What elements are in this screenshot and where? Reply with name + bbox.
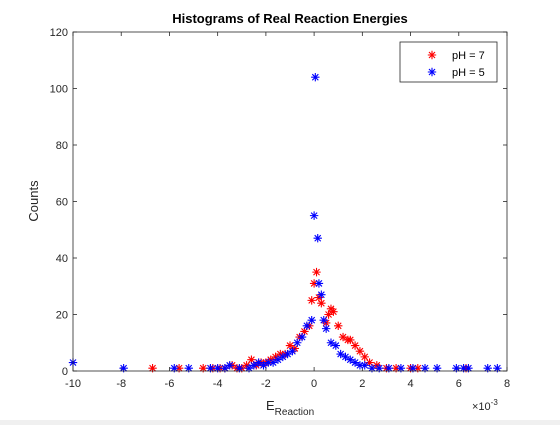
x-tick-label: 6 — [456, 378, 462, 390]
data-point — [226, 361, 234, 369]
legend-marker — [428, 68, 436, 76]
axes-background — [73, 32, 507, 371]
x-tick-label: -6 — [165, 378, 175, 390]
data-point — [317, 291, 325, 299]
data-point — [298, 333, 306, 341]
chart-title: Histograms of Real Reaction Energies — [172, 11, 408, 26]
data-point — [288, 347, 296, 355]
x-axis-label-main: E — [266, 398, 275, 413]
y-tick-label: 120 — [50, 27, 68, 39]
x-axis-exponent-power: -3 — [491, 398, 499, 407]
legend-entry-label: pH = 7 — [452, 50, 485, 62]
y-tick-label: 40 — [56, 253, 68, 265]
data-point — [351, 341, 359, 349]
data-point — [329, 307, 337, 315]
x-axis-exponent-base: ×10 — [472, 401, 491, 413]
y-tick-label: 60 — [56, 197, 68, 209]
y-tick-label: 100 — [50, 84, 68, 96]
data-point — [356, 347, 364, 355]
x-axis-label-subscript: Reaction — [275, 407, 314, 418]
data-point — [334, 322, 342, 330]
x-tick-label: -8 — [116, 378, 126, 390]
x-tick-label: 4 — [407, 378, 413, 390]
x-tick-label: 2 — [359, 378, 365, 390]
x-tick-label: 8 — [504, 378, 510, 390]
x-tick-label: 0 — [311, 378, 317, 390]
data-point — [361, 361, 369, 369]
data-point — [303, 322, 311, 330]
chart-legend: pH = 7 pH = 5 — [400, 42, 497, 82]
data-point — [314, 234, 322, 242]
x-tick-label: -10 — [65, 378, 81, 390]
y-tick-label: 20 — [56, 310, 68, 322]
data-point — [312, 268, 320, 276]
legend-entry-label: pH = 5 — [452, 67, 485, 79]
legend-marker — [428, 51, 436, 59]
data-point — [320, 316, 328, 324]
data-point — [332, 341, 340, 349]
data-point — [311, 73, 319, 81]
data-point — [317, 299, 325, 307]
x-tick-label: -4 — [213, 378, 223, 390]
data-point — [346, 336, 354, 344]
data-point — [361, 353, 369, 361]
data-point — [308, 316, 316, 324]
data-point — [293, 339, 301, 347]
data-point — [315, 279, 323, 287]
data-point — [310, 211, 318, 219]
y-tick-label: 80 — [56, 140, 68, 152]
data-point — [308, 296, 316, 304]
y-tick-label: 0 — [62, 366, 68, 378]
data-point — [322, 324, 330, 332]
x-tick-label: -2 — [261, 378, 271, 390]
y-axis-label: Counts — [26, 180, 41, 222]
